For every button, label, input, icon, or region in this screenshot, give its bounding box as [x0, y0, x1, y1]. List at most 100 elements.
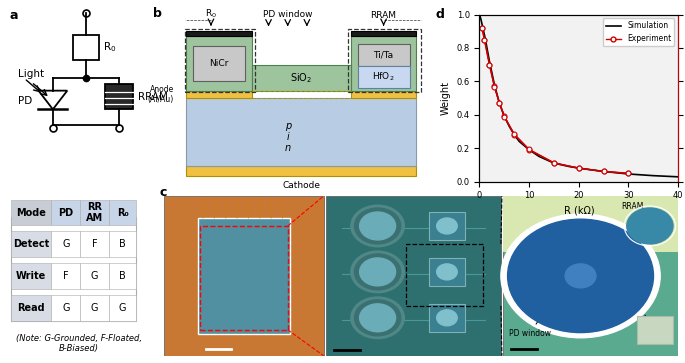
Circle shape — [351, 251, 404, 293]
Bar — [109, 295, 136, 321]
Text: B: B — [119, 271, 126, 281]
Text: i: i — [286, 132, 289, 143]
Bar — [73, 34, 99, 60]
Bar — [429, 304, 465, 332]
Bar — [51, 263, 80, 289]
Text: (Note: G-Grounded, F-Floated,
B-Biased): (Note: G-Grounded, F-Floated, B-Biased) — [16, 334, 142, 354]
Circle shape — [351, 297, 404, 339]
Text: Anode
(Al/Au): Anode (Al/Au) — [148, 85, 174, 104]
Text: PD: PD — [58, 208, 73, 217]
Circle shape — [355, 300, 401, 336]
Bar — [186, 31, 252, 36]
Bar — [186, 98, 416, 166]
Circle shape — [360, 258, 396, 286]
Text: NiCr: NiCr — [210, 59, 229, 68]
Text: Ti/Ta: Ti/Ta — [373, 50, 394, 60]
Circle shape — [565, 264, 596, 288]
Text: F: F — [92, 239, 97, 249]
Circle shape — [360, 304, 396, 332]
Text: d: d — [436, 8, 445, 21]
Text: F: F — [63, 271, 68, 281]
Text: RR
AM: RR AM — [86, 202, 103, 223]
X-axis label: R (kΩ): R (kΩ) — [564, 206, 594, 216]
Bar — [80, 231, 109, 257]
Bar — [351, 91, 416, 98]
Circle shape — [508, 219, 653, 333]
Text: R₀: R₀ — [116, 208, 129, 217]
Text: G: G — [62, 303, 70, 313]
Bar — [406, 244, 483, 306]
Bar — [80, 295, 109, 321]
Text: R$_0$: R$_0$ — [632, 298, 653, 327]
Bar — [198, 218, 290, 334]
Y-axis label: Weight: Weight — [441, 81, 451, 115]
Bar — [503, 196, 678, 356]
Bar — [348, 29, 421, 92]
Bar — [186, 91, 252, 98]
Bar — [186, 36, 252, 91]
Text: n: n — [285, 143, 290, 154]
Text: Read: Read — [18, 303, 45, 313]
Text: PD window: PD window — [263, 10, 312, 19]
Bar — [11, 200, 51, 225]
Text: R$_0$: R$_0$ — [103, 40, 116, 54]
Text: G: G — [119, 303, 127, 313]
Bar — [326, 196, 501, 356]
Bar — [51, 295, 80, 321]
Bar — [51, 231, 80, 257]
Circle shape — [355, 254, 401, 290]
Bar — [185, 29, 255, 92]
Text: RRAM: RRAM — [621, 201, 647, 223]
Text: RRAM: RRAM — [371, 11, 397, 20]
Bar — [105, 85, 134, 109]
Text: G: G — [62, 239, 70, 249]
Text: SiO$_2$: SiO$_2$ — [290, 72, 312, 85]
Bar — [109, 200, 136, 225]
Bar — [80, 200, 109, 225]
Circle shape — [501, 214, 660, 338]
Text: b: b — [153, 7, 162, 20]
Bar — [51, 200, 80, 225]
Text: c: c — [159, 187, 166, 199]
Polygon shape — [38, 91, 67, 109]
Text: RRAM: RRAM — [138, 92, 168, 102]
Text: PD: PD — [18, 95, 33, 106]
Bar — [429, 258, 465, 286]
Bar — [109, 231, 136, 257]
Text: Mode: Mode — [16, 208, 47, 217]
Text: G: G — [91, 303, 99, 313]
Bar — [11, 295, 51, 321]
Bar — [11, 263, 51, 289]
Bar — [164, 196, 324, 356]
Bar — [252, 65, 351, 91]
Circle shape — [437, 264, 457, 280]
Circle shape — [437, 310, 457, 326]
Bar — [351, 31, 416, 36]
Circle shape — [351, 205, 404, 247]
Legend: Simulation, Experiment: Simulation, Experiment — [603, 19, 674, 46]
Ellipse shape — [170, 199, 319, 353]
Bar — [11, 217, 136, 321]
Text: R$_0$: R$_0$ — [205, 7, 217, 20]
Text: a: a — [10, 9, 18, 22]
Text: Detect: Detect — [13, 239, 49, 249]
Text: G: G — [91, 271, 99, 281]
Circle shape — [437, 218, 457, 234]
Bar — [503, 196, 678, 252]
Bar — [186, 166, 416, 176]
Text: Cathode: Cathode — [282, 182, 321, 191]
Text: Light: Light — [18, 69, 45, 79]
Bar — [358, 66, 410, 88]
Bar — [80, 263, 109, 289]
Text: B: B — [119, 239, 126, 249]
Bar — [193, 46, 245, 81]
Bar — [429, 212, 465, 240]
Circle shape — [360, 212, 396, 240]
Bar — [637, 316, 673, 344]
Text: p: p — [284, 122, 291, 131]
Bar — [358, 44, 410, 66]
Bar — [351, 36, 416, 91]
Circle shape — [627, 208, 673, 244]
Bar — [109, 263, 136, 289]
Bar — [11, 231, 51, 257]
